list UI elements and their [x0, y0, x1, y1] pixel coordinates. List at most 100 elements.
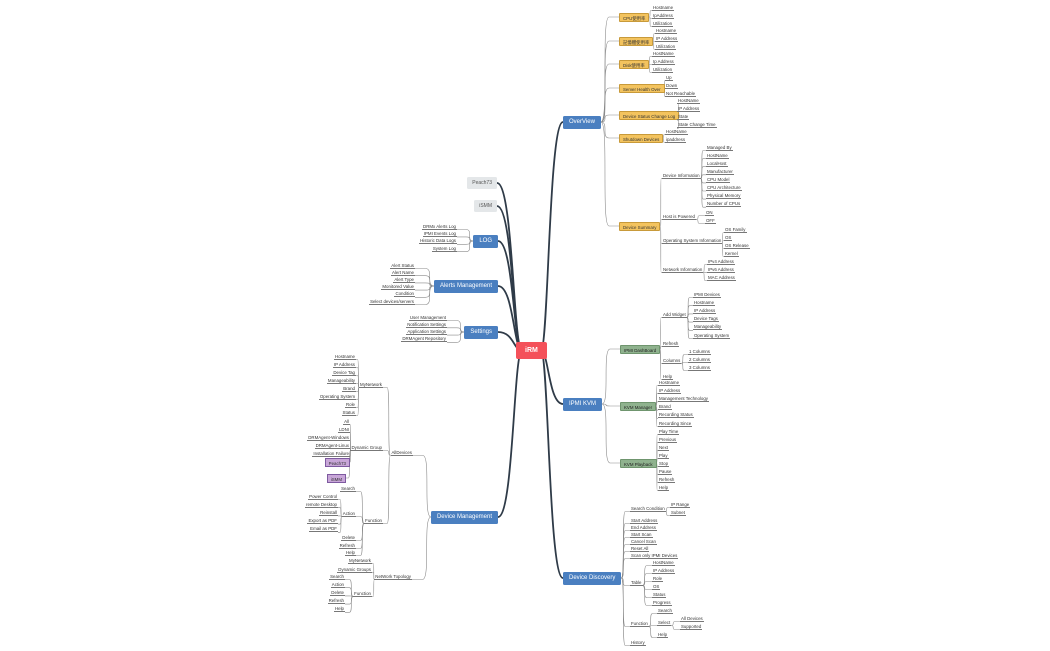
peach73-node: Peach73: [324, 457, 350, 467]
alerts-management-node: Alerts Management: [433, 279, 498, 293]
ip-address-node: IP Address: [658, 387, 682, 394]
condition-node: Condition: [394, 291, 415, 298]
add-widget-node: Add Widget: [662, 311, 687, 318]
connector-line: [457, 236, 474, 242]
connector-line: [383, 455, 391, 524]
peach73-node: Peach73: [467, 177, 497, 189]
connector-line: [648, 613, 657, 627]
manageability-node: Manageability: [326, 377, 356, 384]
connector-line: [412, 516, 432, 580]
root-topic: iRM: [516, 342, 547, 359]
kvm-playback-node: KVM Playback: [620, 458, 657, 468]
connector-line: [660, 346, 662, 350]
device-discovery-node: Device Discovery: [563, 571, 622, 585]
play-node: Play: [658, 452, 669, 459]
physical-memory-node: Physical Memory: [706, 193, 742, 200]
search-node: Search: [657, 607, 673, 614]
connector-line: [695, 219, 705, 224]
connector-line: [345, 596, 354, 613]
utilization-node: Utilization: [655, 43, 677, 50]
search-node: Search: [329, 573, 345, 580]
start-address-node: Start Address: [630, 517, 659, 524]
function-node: Function: [364, 517, 383, 524]
power-control-node: Power Control: [308, 493, 338, 500]
historic-data-logs-node: Historic Data Logs: [419, 238, 457, 245]
next-node: Next: [658, 444, 670, 451]
all-node: All: [343, 418, 350, 425]
ip-address-node: IP Address: [652, 567, 676, 574]
connector-line: [671, 621, 680, 626]
mac-address-node: MAC Address: [707, 274, 736, 281]
ip-range-node: IP Range: [670, 501, 691, 508]
ip-address-node: IP Address: [332, 361, 356, 368]
table-node: Table: [630, 579, 643, 586]
operating-system-information-node: Operating System Information: [662, 237, 723, 244]
connector-line: [722, 243, 724, 257]
utilization-node: Utilization: [652, 66, 674, 73]
export-as-pdf-node: Export as PDF: [307, 518, 338, 525]
connector-line: [539, 121, 564, 352]
subnet-node: Subnet: [670, 509, 686, 516]
delete-node: Delete: [330, 589, 345, 596]
drmagent-repository-node: DRMAgent Repository: [401, 336, 447, 343]
refresh-node: Refresh: [327, 598, 345, 605]
device-tags-node: Device Tags: [693, 316, 719, 323]
connector-line: [621, 577, 630, 586]
select-node: Select: [657, 619, 672, 626]
help-node: Help: [662, 373, 674, 380]
cancel-scan-node: Cancel Scan: [630, 538, 657, 545]
manageability-node: Manageability: [693, 324, 723, 331]
state-change-time-node: State Change Time: [677, 122, 717, 129]
managed-by-node: Managed By: [706, 144, 733, 151]
os-node: OS: [724, 234, 733, 241]
progress-node: Progress: [652, 599, 672, 606]
ipv6-address-node: IPv6 Address: [707, 266, 735, 273]
connector-line: [338, 516, 343, 533]
connector-line: [700, 178, 706, 208]
system-log-node: System Log: [431, 245, 457, 252]
connector-line: [621, 537, 630, 579]
connector-line: [338, 507, 343, 517]
connector-line: [600, 63, 619, 123]
action-node: Action: [341, 510, 356, 517]
refresh-node: Refresh: [338, 542, 356, 549]
ip-address-node: IP Address: [677, 105, 701, 112]
connector-line: [695, 215, 705, 220]
settings-node: Settings: [464, 325, 498, 339]
connector-line: [681, 363, 688, 371]
connector-line: [346, 450, 351, 479]
connector-line: [539, 349, 564, 579]
ldni-node: LDNI: [337, 426, 350, 433]
drmx-alerts-log-node: DRMx Alerts Log: [422, 223, 457, 230]
stop-node: Stop: [658, 460, 670, 467]
cpu-model-node: CPU Model: [706, 176, 731, 183]
network-topology-node: NetWork Topology: [374, 573, 412, 580]
end-address-node: End Address: [630, 524, 657, 531]
connector-line: [642, 585, 652, 606]
kernel-node: Kernel: [724, 250, 739, 257]
connector-line: [383, 450, 391, 456]
operating-system-node: Operating System: [693, 332, 731, 339]
monitored-value-node: Monitored Value: [381, 284, 415, 291]
alert-name-node: Alert Name: [391, 269, 415, 276]
dynamic-groups-node: Dynamic Groups: [337, 566, 372, 573]
ipv4-address-node: IPv4 Address: [707, 258, 735, 265]
shutdown-devices-node: Shutdown Devices: [619, 133, 664, 143]
remote-desktop-node: remote Desktop: [305, 501, 338, 508]
help-node: Help: [658, 484, 670, 491]
up-node: Up: [665, 74, 673, 81]
hostname-node: HostName: [652, 50, 675, 57]
connector-line: [649, 16, 652, 27]
connector-line: [415, 268, 435, 287]
connector-line: [356, 523, 365, 556]
hostname-node: Hostname: [693, 299, 716, 306]
help-node: Help: [333, 606, 345, 613]
network-information-node: Network Information: [662, 266, 704, 273]
status-node: Status: [341, 409, 356, 416]
connector-line: [621, 577, 630, 646]
hostname-node: Hostname: [655, 27, 678, 34]
3-columns-node: 3 Columns: [688, 364, 711, 371]
role-node: Role: [652, 575, 664, 582]
connector-line: [621, 551, 630, 579]
ip-address-node: IP Address: [655, 35, 679, 42]
